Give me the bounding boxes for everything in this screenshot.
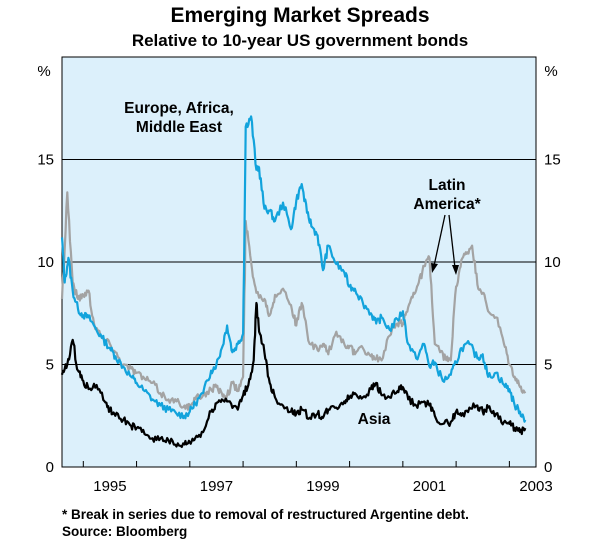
- y-tick-right: 15: [544, 152, 561, 169]
- label-latin-line2: America*: [413, 196, 481, 213]
- x-tick-1995: 1995: [93, 478, 126, 495]
- label-europe-line2: Middle East: [136, 119, 222, 136]
- series-line-asia: [60, 301, 527, 448]
- y-tick-right: 10: [544, 254, 561, 271]
- label-latin-line1: Latin: [428, 177, 465, 194]
- y-axis-unit-left: %: [37, 63, 50, 80]
- y-axis-unit-right: %: [544, 63, 557, 80]
- y-tick-right: 0: [544, 459, 552, 476]
- y-tick-left: 5: [46, 357, 54, 374]
- label-asia: Asia: [358, 411, 391, 428]
- footnote: * Break in series due to removal of rest…: [62, 507, 469, 522]
- latin-arrow-right: [448, 214, 456, 269]
- series-line-latin-america-: [60, 191, 527, 411]
- y-tick-left: 10: [37, 254, 54, 271]
- latin-arrowhead-right: [452, 265, 459, 275]
- x-tick-2003: 2003: [519, 478, 552, 495]
- x-tick-2001: 2001: [413, 478, 446, 495]
- chart-subtitle: Relative to 10-year US government bonds: [131, 31, 469, 50]
- x-tick-1997: 1997: [200, 478, 233, 495]
- x-tick-1999: 1999: [306, 478, 339, 495]
- y-tick-left: 0: [46, 459, 54, 476]
- label-europe-line1: Europe, Africa,: [124, 100, 234, 117]
- chart-title: Emerging Market Spreads: [170, 4, 430, 27]
- y-tick-left: 15: [37, 152, 54, 169]
- y-tick-right: 5: [544, 357, 552, 374]
- latin-arrowhead-left: [431, 263, 438, 273]
- latin-arrow-left: [433, 214, 446, 267]
- source-note: Source: Bloomberg: [62, 524, 188, 539]
- series-line-europe-africa-middle-east: [60, 115, 527, 423]
